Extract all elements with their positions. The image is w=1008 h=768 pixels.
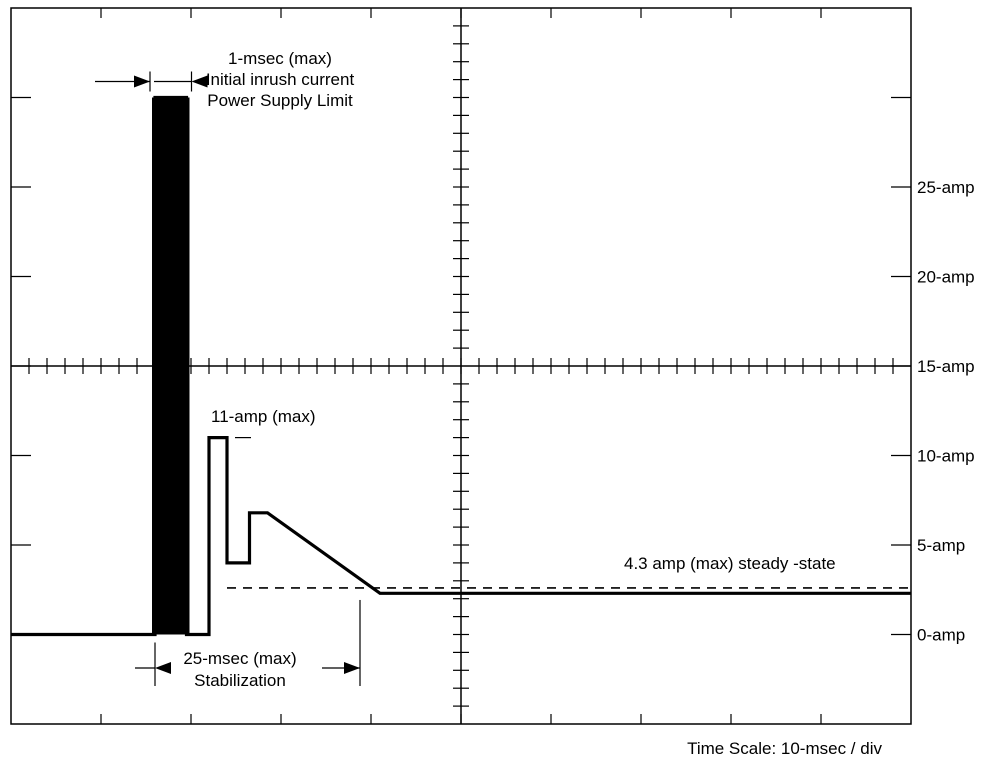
inrush-width-arrowhead-right [191, 75, 208, 88]
y-tick-label: 10-amp [917, 447, 975, 466]
stabilization-arrowhead-left [155, 662, 171, 674]
current-waveform-line [11, 95, 911, 637]
x-axis-label: Time Scale: 10-msec / div [687, 739, 882, 758]
peak-label: 11-amp (max) [211, 407, 316, 426]
stabilization-label-line-1: 25-msec (max) [183, 649, 296, 668]
inrush-label-line-1: 1-msec (max) [228, 49, 332, 68]
center-axes [11, 8, 911, 724]
inrush-label-line-3: Power Supply Limit [207, 91, 353, 110]
y-tick-label: 25-amp [917, 178, 975, 197]
annotation-graphics [95, 71, 361, 686]
y-tick-label: 15-amp [917, 357, 975, 376]
series-layer [11, 95, 911, 637]
y-tick-label: 5-amp [917, 536, 965, 555]
inrush-label-line-2: Initial inrush current [206, 70, 355, 89]
y-tick-label: 0-amp [917, 626, 965, 645]
y-tick-labels: 0-amp 5-amp 10-amp 15-amp 20-amp 25-amp [917, 178, 975, 645]
stabilization-arrowhead-right [344, 662, 360, 674]
y-tick-label: 20-amp [917, 268, 975, 287]
steady-state-label: 4.3 amp (max) steady -state [624, 554, 836, 573]
stabilization-label-line-2: Stabilization [194, 671, 286, 690]
inrush-spike [152, 97, 190, 635]
inrush-width-arrowhead-left [134, 75, 150, 88]
